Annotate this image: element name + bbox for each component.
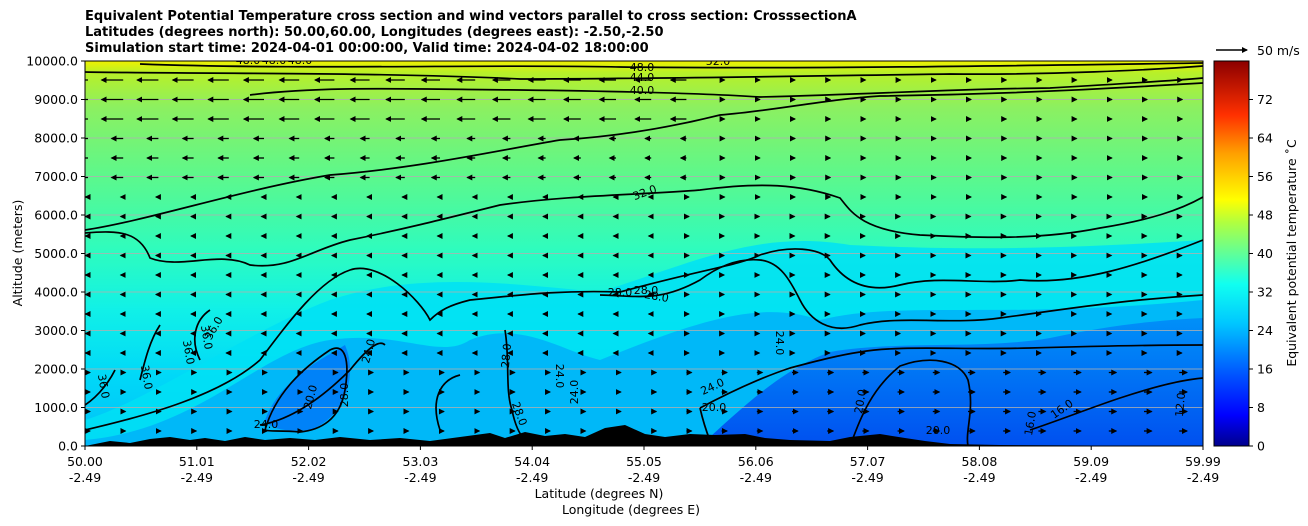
contour-label: 48.0 <box>262 54 287 67</box>
contour-label: 36.0 <box>95 373 112 399</box>
terrain <box>85 425 1203 446</box>
y-tick-label: 5000.0 <box>34 246 78 261</box>
contour-label: 52.0 <box>706 55 731 68</box>
x-tick-label-lat: 50.00 <box>67 454 103 469</box>
contour-20 <box>699 359 972 446</box>
contour-label: 28.0 <box>634 284 659 297</box>
x-tick-label-lon: -2.49 <box>1187 470 1219 485</box>
x-tick-label-lat: 59.99 <box>1185 454 1221 469</box>
y-tick-label: 1000.0 <box>34 400 78 415</box>
contour-24-low <box>699 344 1203 409</box>
contour-label: 36.0 <box>180 339 197 365</box>
x-tick-label-lat: 59.09 <box>1073 454 1109 469</box>
plot-area: 48.044.040.052.048.0 48.0 48.032.028.0 28.0… <box>85 54 1203 446</box>
x-tick-label-lat: 53.03 <box>403 454 439 469</box>
y-tick-label: 0.0 <box>58 439 78 454</box>
contour-label: 12.0 <box>1173 392 1188 418</box>
contour-label: 40.0 <box>630 84 655 97</box>
title-line-3: Simulation start time: 2024-04-01 00:00:… <box>85 41 649 56</box>
x-axis-label-latitude: Latitude (degrees N) <box>535 486 664 501</box>
colorbar-tick-label: 24 <box>1257 323 1273 338</box>
contour-label: 24.0 <box>359 338 378 365</box>
y-tick-label: 10000.0 <box>26 54 78 69</box>
colorbar-ticks: 0 8 16 24 32 40 48 56 64 72 <box>1249 92 1273 454</box>
x-axis-label-longitude: Longitude (degrees E) <box>562 502 700 517</box>
colorbar-tick-label: 0 <box>1257 439 1265 454</box>
x-tick-label-lon: -2.49 <box>1075 470 1107 485</box>
contour-label: 24.0 <box>568 380 581 405</box>
colorbar-tick-label: 72 <box>1257 92 1273 107</box>
x-tick-label-lat: 51.01 <box>179 454 215 469</box>
y-axis-label: Altitude (meters) <box>10 200 25 307</box>
wind-vectors <box>85 77 1189 434</box>
contour-44 <box>85 65 1203 80</box>
x-tick-label-lat: 52.02 <box>291 454 327 469</box>
y-axis: 0.0 1000.0 2000.0 3000.0 4000.0 5000.0 6000.0 7… <box>26 54 85 454</box>
contour-label: 20.0 <box>702 401 727 414</box>
quiver-key-label: 50 m/s <box>1257 43 1300 58</box>
x-tick-label-lon: -2.49 <box>69 470 101 485</box>
contour-label: 48.0 <box>288 54 313 67</box>
contour-label: 28.0 <box>608 286 633 299</box>
contour-label: 28.0 <box>499 343 514 369</box>
x-tick-label-lon: -2.49 <box>181 470 213 485</box>
contour-48 <box>139 62 1203 69</box>
y-tick-label: 4000.0 <box>34 285 78 300</box>
colorbar-tick-label: 16 <box>1257 362 1273 377</box>
contour-label: 20.0 <box>926 424 951 437</box>
contour-label: 48.0 <box>630 61 655 74</box>
colorbar-tick-label: 48 <box>1257 208 1273 223</box>
title-line-1: Equivalent Potential Temperature cross s… <box>85 9 857 24</box>
colorbar-tick-label: 64 <box>1257 131 1273 146</box>
y-tick-label: 6000.0 <box>34 208 78 223</box>
x-tick-label-lon: -2.49 <box>851 470 883 485</box>
x-tick-label-lon: -2.49 <box>628 470 660 485</box>
contour-label: 48.0 <box>236 54 261 67</box>
x-tick-label-lat: 54.04 <box>514 454 550 469</box>
quiver-key: 50 m/s <box>1216 43 1300 58</box>
contour-36-upper <box>85 82 1203 231</box>
contour-label: 28.0 <box>338 383 351 408</box>
x-tick-label-lat: 55.05 <box>626 454 662 469</box>
x-tick-label-lon: -2.49 <box>516 470 548 485</box>
contour-16 <box>1029 377 1203 431</box>
contour-28-pocket <box>264 347 348 433</box>
x-tick-label-lon: -2.49 <box>292 470 324 485</box>
colorbar-tick-label: 8 <box>1257 400 1265 415</box>
y-tick-label: 8000.0 <box>34 131 78 146</box>
title-line-2: Latitudes (degrees north): 50.00,60.00, … <box>85 25 664 40</box>
contour-label: 36.0 <box>138 364 155 390</box>
contour-label: 24.0 <box>553 364 566 389</box>
contour-label: 24.0 <box>773 331 786 356</box>
x-axis: 50.00-2.4951.01-2.4952.02-2.4953.03-2.49… <box>67 446 1221 485</box>
x-tick-label-lat: 56.06 <box>738 454 774 469</box>
y-tick-label: 2000.0 <box>34 362 78 377</box>
contour-28-left <box>85 239 1203 431</box>
contour-label: 36.0 <box>198 324 215 350</box>
x-tick-label-lon: -2.49 <box>404 470 436 485</box>
colorbar-tick-label: 32 <box>1257 285 1273 300</box>
contour-label: 44.0 <box>630 71 655 84</box>
y-tick-label: 7000.0 <box>34 169 78 184</box>
colorbar-gradient <box>1213 60 1250 447</box>
theta-e-field-cold-pocket <box>265 345 351 431</box>
chart-title: Equivalent Potential Temperature cross s… <box>85 9 857 57</box>
colorbar-tick-label: 56 <box>1257 169 1273 184</box>
contour-label: 28.0 <box>643 288 669 305</box>
contour-label: 16.0 <box>1022 410 1039 436</box>
y-tick-label: 3000.0 <box>34 323 78 338</box>
x-tick-label-lat: 58.08 <box>962 454 998 469</box>
contour-label: 20.0 <box>852 388 869 414</box>
contour-label: 20.0 <box>301 384 320 411</box>
x-tick-label-lon: -2.49 <box>963 470 995 485</box>
x-tick-label-lon: -2.49 <box>740 470 772 485</box>
colorbar-label: Equivalent potential temperature ˚C <box>1284 139 1299 367</box>
x-tick-label-lat: 57.07 <box>850 454 886 469</box>
y-tick-label: 9000.0 <box>34 92 78 107</box>
colorbar-tick-label: 40 <box>1257 246 1273 261</box>
colorbar: 0 8 16 24 32 40 48 56 64 72 Equivalent potential … <box>1213 60 1299 454</box>
contour-label: 24.0 <box>254 418 279 431</box>
